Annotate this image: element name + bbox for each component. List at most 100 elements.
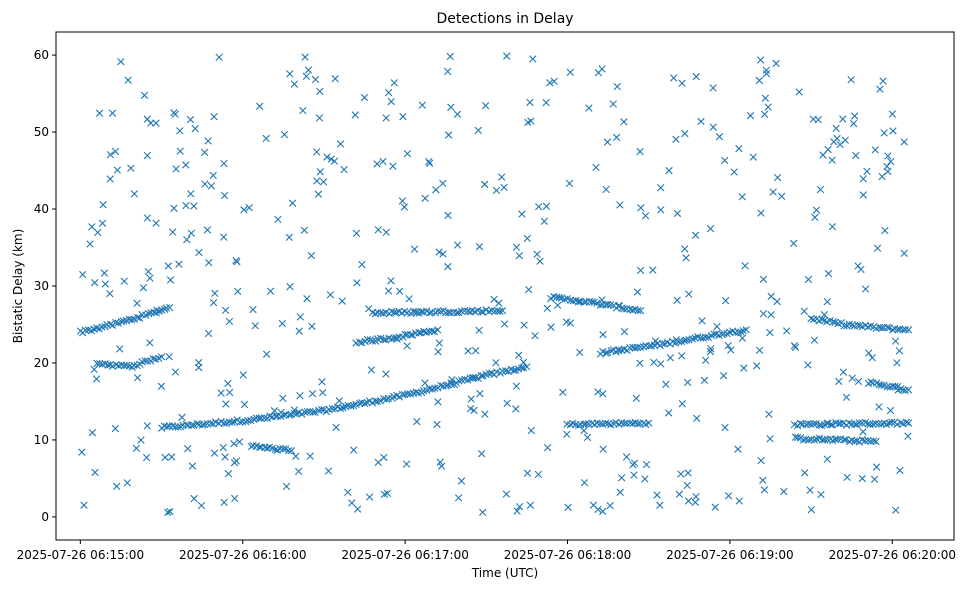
detection-marker [685,290,693,298]
detection-marker [692,492,700,501]
detection-marker [692,72,700,81]
detection-marker [95,109,104,117]
detection-marker [675,490,684,498]
detection-marker [194,358,203,367]
detection-marker [187,190,195,198]
detection-marker [810,436,819,444]
detection-marker [859,428,867,436]
detection-marker [92,375,101,383]
detection-marker [524,118,532,127]
detection-marker [721,423,729,432]
detection-marker [350,446,358,454]
detection-marker [228,418,236,426]
detection-marker [490,295,498,304]
detection-marker [893,359,901,367]
detection-marker [542,98,550,107]
detection-marker [755,346,764,354]
detection-marker [113,166,122,174]
detection-marker [278,319,286,328]
detection-marker [823,419,831,427]
detection-marker [328,404,336,413]
detection-marker [190,494,198,503]
detection-marker [204,329,213,338]
detection-marker [832,124,840,133]
detection-marker [432,186,440,194]
detection-marker [220,159,228,168]
detection-marker [255,102,264,110]
detection-marker [116,345,124,353]
detection-marker [527,426,535,435]
detection-marker [809,420,818,428]
detection-marker [512,243,521,251]
detection-marker [323,153,331,161]
detection-marker [439,179,447,188]
detection-marker [850,112,859,120]
detection-marker [526,501,535,509]
detection-marker [467,395,475,403]
detection-marker [902,418,911,426]
detection-marker [420,327,428,336]
detection-marker [565,179,574,188]
detection-marker [546,79,554,87]
detection-marker [117,57,125,66]
detection-marker [257,414,265,422]
detection-marker [317,405,326,414]
detection-marker [280,130,289,139]
detection-marker [515,502,524,511]
detection-marker [891,337,900,345]
detection-marker [636,147,644,156]
detection-marker [492,186,501,195]
detection-marker [599,390,607,398]
detection-marker [219,233,228,241]
detection-marker [564,503,572,512]
detection-marker [171,110,179,118]
detection-marker [599,330,607,339]
detection-marker [143,422,151,430]
detection-marker [481,101,490,110]
detection-marker [220,498,228,507]
detection-marker [810,336,819,344]
detection-marker [861,437,869,445]
detection-marker [207,182,216,190]
detection-marker [650,358,658,366]
detection-marker [356,399,364,408]
detection-marker [106,175,114,183]
detection-marker [130,315,138,323]
detection-marker [641,475,649,483]
detection-marker [308,390,317,398]
detection-marker [669,74,678,82]
detection-marker [262,350,271,358]
detection-marker [633,343,642,352]
detection-marker [469,374,478,382]
detection-marker [796,419,805,428]
detection-marker [867,378,875,386]
detection-marker [641,212,650,220]
detection-marker [777,192,786,201]
detection-marker [800,307,808,315]
detection-marker [295,327,303,335]
detection-marker [287,447,296,455]
detection-marker [324,467,333,475]
detection-marker [95,359,104,368]
detection-marker [616,201,624,209]
detection-marker [90,365,98,374]
detection-marker [98,323,106,331]
detection-marker [734,445,742,453]
detection-marker [152,119,160,127]
detection-marker [234,287,242,296]
detection-marker [284,446,293,455]
detection-marker [766,328,774,337]
detection-marker [188,462,197,470]
detection-marker [515,351,523,359]
detection-marker [680,336,689,345]
detection-marker [365,493,374,501]
detection-marker [444,131,453,139]
detection-marker [143,115,152,123]
detection-marker [426,309,434,317]
detection-marker [864,437,872,445]
detection-marker [759,476,767,485]
detection-marker [477,307,486,316]
detection-marker [182,161,190,169]
detection-marker [111,424,120,433]
detection-marker [174,423,182,431]
